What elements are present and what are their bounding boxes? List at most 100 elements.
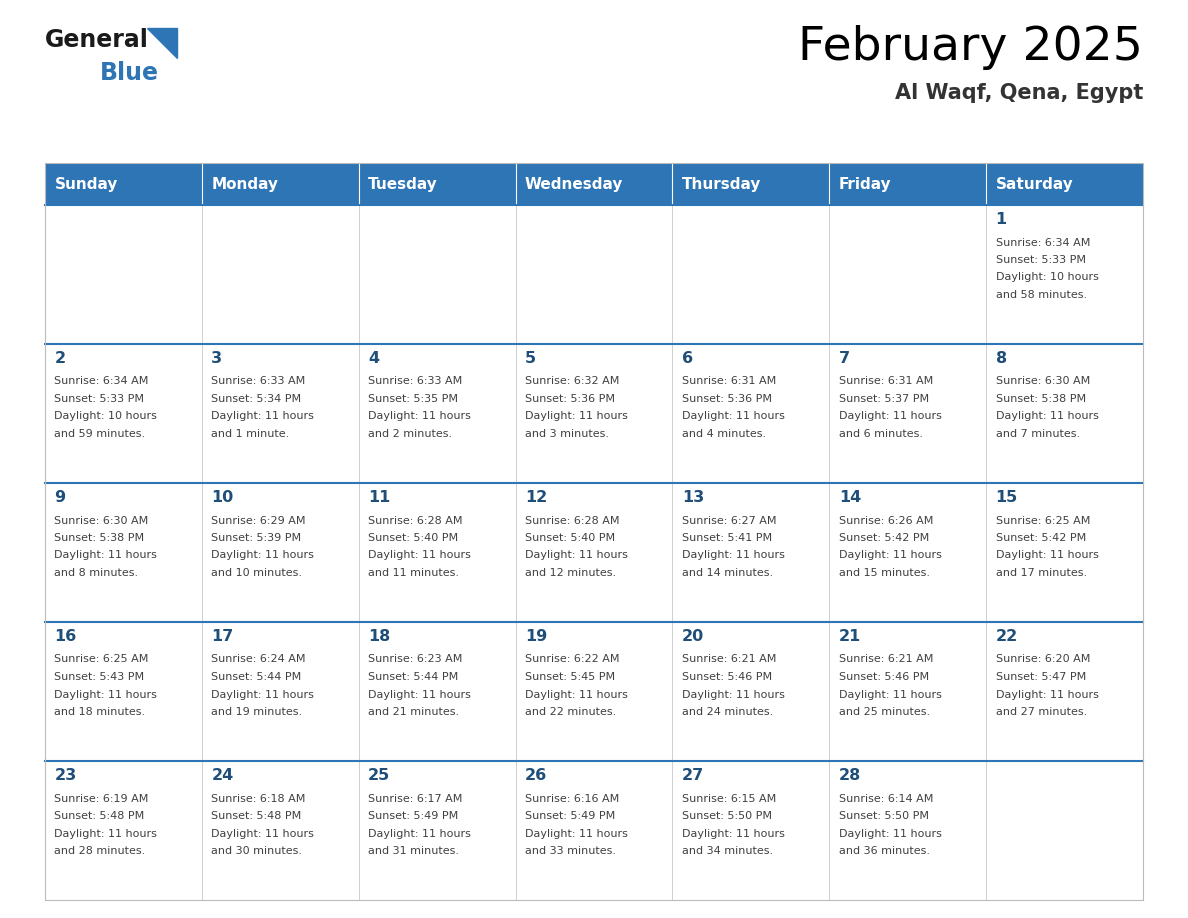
Text: 18: 18	[368, 629, 391, 644]
Bar	[986, 344, 1143, 483]
Text: Sunset: 5:46 PM: Sunset: 5:46 PM	[839, 672, 929, 682]
Text: Sunset: 5:33 PM: Sunset: 5:33 PM	[996, 255, 1086, 265]
Text: Sunrise: 6:28 AM: Sunrise: 6:28 AM	[525, 516, 619, 525]
Text: Sunset: 5:45 PM: Sunset: 5:45 PM	[525, 672, 615, 682]
Text: Sunday: Sunday	[55, 176, 118, 192]
Text: 12: 12	[525, 490, 548, 505]
Text: Daylight: 11 hours: Daylight: 11 hours	[55, 829, 157, 838]
Text: Daylight: 11 hours: Daylight: 11 hours	[525, 829, 627, 838]
Text: and 4 minutes.: and 4 minutes.	[682, 429, 766, 439]
Text: Daylight: 11 hours: Daylight: 11 hours	[682, 411, 785, 421]
Text: Sunset: 5:38 PM: Sunset: 5:38 PM	[996, 394, 1086, 404]
Text: and 31 minutes.: and 31 minutes.	[368, 846, 459, 856]
Text: and 7 minutes.: and 7 minutes.	[996, 429, 1080, 439]
Bar	[829, 344, 986, 483]
Text: Sunset: 5:37 PM: Sunset: 5:37 PM	[839, 394, 929, 404]
Text: and 59 minutes.: and 59 minutes.	[55, 429, 146, 439]
Bar	[516, 163, 672, 205]
Bar	[986, 483, 1143, 622]
Text: Daylight: 11 hours: Daylight: 11 hours	[839, 411, 942, 421]
Bar	[202, 205, 359, 344]
Bar	[359, 483, 516, 622]
Bar	[359, 622, 516, 761]
Text: Sunrise: 6:25 AM: Sunrise: 6:25 AM	[996, 516, 1089, 525]
Text: Sunrise: 6:34 AM: Sunrise: 6:34 AM	[996, 238, 1089, 248]
Text: and 25 minutes.: and 25 minutes.	[839, 707, 930, 717]
Text: Sunset: 5:44 PM: Sunset: 5:44 PM	[211, 672, 302, 682]
Bar	[986, 761, 1143, 900]
Text: 17: 17	[211, 629, 234, 644]
Text: Sunrise: 6:20 AM: Sunrise: 6:20 AM	[996, 655, 1089, 665]
Text: Daylight: 11 hours: Daylight: 11 hours	[368, 689, 470, 700]
Text: Sunrise: 6:27 AM: Sunrise: 6:27 AM	[682, 516, 776, 525]
Text: Sunrise: 6:19 AM: Sunrise: 6:19 AM	[55, 793, 148, 803]
Text: Thursday: Thursday	[682, 176, 762, 192]
Text: Daylight: 11 hours: Daylight: 11 hours	[211, 689, 314, 700]
Text: and 11 minutes.: and 11 minutes.	[368, 568, 459, 578]
Bar	[45, 344, 202, 483]
Text: Blue: Blue	[100, 61, 159, 85]
Text: Sunrise: 6:21 AM: Sunrise: 6:21 AM	[839, 655, 933, 665]
Text: Sunset: 5:49 PM: Sunset: 5:49 PM	[525, 811, 615, 821]
Text: Sunrise: 6:28 AM: Sunrise: 6:28 AM	[368, 516, 462, 525]
Text: 14: 14	[839, 490, 861, 505]
Text: Daylight: 11 hours: Daylight: 11 hours	[996, 551, 1099, 561]
Text: Sunrise: 6:24 AM: Sunrise: 6:24 AM	[211, 655, 305, 665]
Text: Sunrise: 6:30 AM: Sunrise: 6:30 AM	[996, 376, 1089, 386]
Text: 19: 19	[525, 629, 548, 644]
Text: Daylight: 11 hours: Daylight: 11 hours	[525, 551, 627, 561]
Text: Monday: Monday	[211, 176, 278, 192]
Text: Sunrise: 6:29 AM: Sunrise: 6:29 AM	[211, 516, 305, 525]
Text: and 30 minutes.: and 30 minutes.	[211, 846, 302, 856]
Text: 6: 6	[682, 351, 693, 366]
Text: and 36 minutes.: and 36 minutes.	[839, 846, 930, 856]
Bar	[45, 205, 202, 344]
Bar	[516, 622, 672, 761]
Bar	[986, 163, 1143, 205]
Text: Sunset: 5:36 PM: Sunset: 5:36 PM	[525, 394, 615, 404]
Bar	[829, 622, 986, 761]
Text: Sunrise: 6:30 AM: Sunrise: 6:30 AM	[55, 516, 148, 525]
Text: Sunrise: 6:31 AM: Sunrise: 6:31 AM	[682, 376, 776, 386]
Text: February 2025: February 2025	[798, 25, 1143, 70]
Text: 20: 20	[682, 629, 704, 644]
Text: Sunrise: 6:14 AM: Sunrise: 6:14 AM	[839, 793, 933, 803]
Bar	[45, 761, 202, 900]
Text: Daylight: 11 hours: Daylight: 11 hours	[525, 411, 627, 421]
Bar	[516, 205, 672, 344]
Text: and 10 minutes.: and 10 minutes.	[211, 568, 302, 578]
Bar	[45, 483, 202, 622]
Text: Daylight: 11 hours: Daylight: 11 hours	[211, 551, 314, 561]
Text: 8: 8	[996, 351, 1006, 366]
Bar	[829, 163, 986, 205]
Text: Sunset: 5:40 PM: Sunset: 5:40 PM	[368, 533, 459, 543]
Text: and 58 minutes.: and 58 minutes.	[996, 290, 1087, 300]
Text: and 22 minutes.: and 22 minutes.	[525, 707, 617, 717]
Text: 7: 7	[839, 351, 849, 366]
Text: Daylight: 11 hours: Daylight: 11 hours	[368, 551, 470, 561]
Text: and 17 minutes.: and 17 minutes.	[996, 568, 1087, 578]
Bar	[359, 205, 516, 344]
Bar	[45, 622, 202, 761]
Text: Sunset: 5:50 PM: Sunset: 5:50 PM	[682, 811, 772, 821]
Text: Daylight: 11 hours: Daylight: 11 hours	[55, 689, 157, 700]
Text: Daylight: 11 hours: Daylight: 11 hours	[682, 551, 785, 561]
Text: 21: 21	[839, 629, 861, 644]
Text: 5: 5	[525, 351, 536, 366]
Bar	[829, 205, 986, 344]
Text: Wednesday: Wednesday	[525, 176, 624, 192]
Text: Daylight: 11 hours: Daylight: 11 hours	[839, 689, 942, 700]
Text: and 19 minutes.: and 19 minutes.	[211, 707, 303, 717]
Bar	[672, 163, 829, 205]
Bar	[986, 205, 1143, 344]
Text: and 6 minutes.: and 6 minutes.	[839, 429, 923, 439]
Text: Sunset: 5:48 PM: Sunset: 5:48 PM	[211, 811, 302, 821]
Bar	[202, 344, 359, 483]
Text: 4: 4	[368, 351, 379, 366]
Text: 2: 2	[55, 351, 65, 366]
Bar	[516, 761, 672, 900]
Bar	[45, 163, 1143, 900]
Text: Daylight: 11 hours: Daylight: 11 hours	[839, 829, 942, 838]
Bar	[45, 163, 202, 205]
Bar	[672, 483, 829, 622]
